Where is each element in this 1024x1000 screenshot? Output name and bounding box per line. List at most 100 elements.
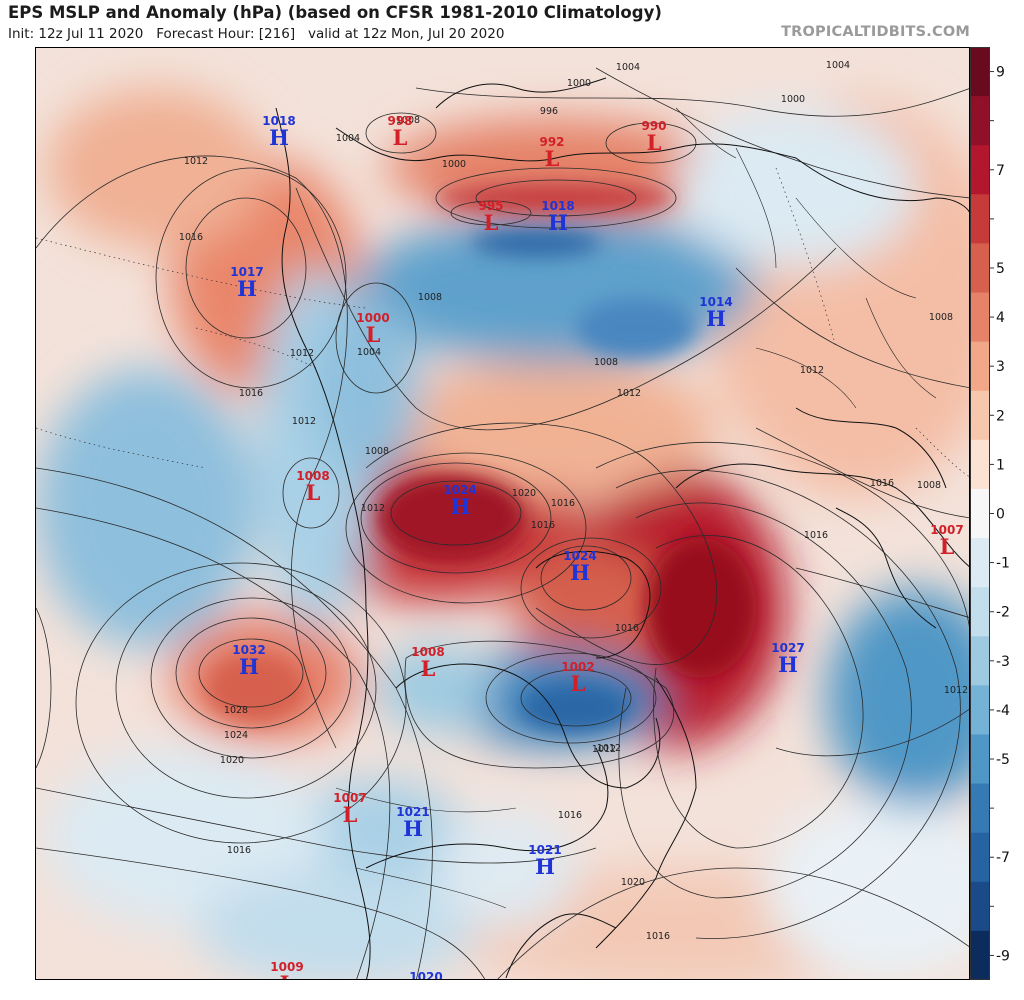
low-center-20: 1009L: [270, 960, 303, 979]
pressure-value: 1002: [561, 660, 594, 674]
pressure-value: 1021: [528, 843, 561, 857]
colorbar-canvas: 9 7 5 4 3 2 1 0 -1 -2 -3 -4 -5 -7 -9: [970, 47, 1010, 981]
isobar-label: 1000: [781, 94, 805, 105]
pressure-value: 1007: [333, 791, 366, 805]
pressure-letter: H: [269, 125, 289, 150]
pressure-value: 990: [641, 119, 666, 133]
colorbar-segment: [970, 488, 990, 539]
colorbar-tick-label: -7: [996, 850, 1010, 866]
pressure-letter: H: [237, 276, 257, 301]
isobar-label: 1016: [804, 530, 828, 541]
isobar-label: 1016: [239, 388, 263, 399]
pressure-letter: L: [940, 534, 955, 559]
colorbar-segment: [970, 832, 990, 883]
pressure-letter: H: [403, 816, 423, 841]
isobar-label: 1008: [929, 312, 953, 323]
colorbar-tick-label: -3: [996, 654, 1010, 670]
pressure-letter: L: [571, 671, 586, 696]
pressure-value: 1018: [262, 114, 295, 128]
isobar-label: 1016: [531, 520, 555, 531]
isobar-label: 1020: [512, 488, 536, 499]
colorbar-tick-label: -5: [996, 752, 1010, 768]
pressure-letter: L: [366, 322, 381, 347]
colorbar-tick-label: 7: [996, 163, 1005, 179]
colorbar-segment: [970, 783, 990, 834]
isobar-label: 1004: [826, 60, 850, 71]
colorbar-tick-label: -4: [996, 703, 1010, 719]
colorbar-segment: [970, 636, 990, 686]
pressure-value: 1009: [270, 960, 303, 974]
isobar-label: 1012: [292, 416, 316, 427]
isobar-label: 1004: [357, 347, 381, 358]
pressure-letter: L: [545, 146, 560, 171]
pressure-letter: H: [239, 654, 259, 679]
isobar-label: 1016: [615, 623, 639, 634]
pressure-value: 1032: [232, 643, 265, 657]
isobar-label: 1016: [179, 232, 203, 243]
pressure-letter: H: [778, 652, 798, 677]
isobar-label: 1024: [224, 730, 248, 741]
colorbar-segment: [970, 194, 990, 244]
pressure-value: 1027: [771, 641, 804, 655]
colorbar-segment: [970, 685, 990, 735]
isobar-label: 1008: [418, 292, 442, 303]
colorbar-segment: [970, 96, 990, 146]
pressure-letter: H: [535, 854, 555, 879]
isobar-label: 1012: [592, 744, 616, 755]
colorbar-tick-label: -9: [996, 948, 1010, 964]
isobar-label: 1000: [567, 78, 591, 89]
colorbar-tick-label: 3: [996, 359, 1005, 375]
isobar-label: 1012: [361, 503, 385, 514]
map-panel: 1004 1000 996 1008 1000 1012 1004 1016 1012 1004 1…: [35, 47, 970, 980]
pressure-value: 998: [387, 114, 412, 128]
pressure-letter: H: [706, 306, 726, 331]
pressure-value: 995: [478, 199, 503, 213]
isobar-label: 1008: [917, 480, 941, 491]
colorbar-tick-label: 5: [996, 261, 1005, 277]
colorbar-segment: [970, 145, 990, 195]
colorbar-tick-label: 9: [996, 65, 1005, 81]
high-center-21: 1020H: [409, 970, 442, 979]
colorbar-tick-label: -1: [996, 556, 1010, 572]
pressure-value: 1000: [356, 311, 389, 325]
pressure-value: 1008: [296, 469, 329, 483]
pressure-value: 1014: [699, 295, 732, 309]
colorbar-segment: [970, 538, 990, 588]
isobar-label: 1012: [597, 743, 621, 754]
isobar-label: 1012: [617, 388, 641, 399]
colorbar-tick-label: 0: [996, 507, 1005, 523]
isobar-label: 1020: [621, 877, 645, 888]
colorbar-segment: [970, 439, 990, 490]
isobar-label: 1004: [336, 133, 360, 144]
latlon-grid: [36, 167, 969, 478]
pressure-letter: H: [450, 494, 470, 519]
isobar-label: 1004: [616, 62, 640, 73]
colorbar-tick-label: -2: [996, 605, 1010, 621]
colorbar-segment: [970, 390, 990, 441]
isobar-label: 1016: [870, 478, 894, 489]
pressure-letter: L: [306, 480, 321, 505]
isobar-label: 1008: [594, 357, 618, 368]
pressure-letter: L: [647, 130, 662, 155]
colorbar-segment: [970, 292, 990, 343]
chart-title: EPS MSLP and Anomaly (hPa) (based on CFS…: [8, 3, 662, 22]
pressure-letter: H: [548, 210, 568, 235]
isobar-label: 1012: [184, 156, 208, 167]
isobar-label: 1012: [800, 365, 824, 376]
